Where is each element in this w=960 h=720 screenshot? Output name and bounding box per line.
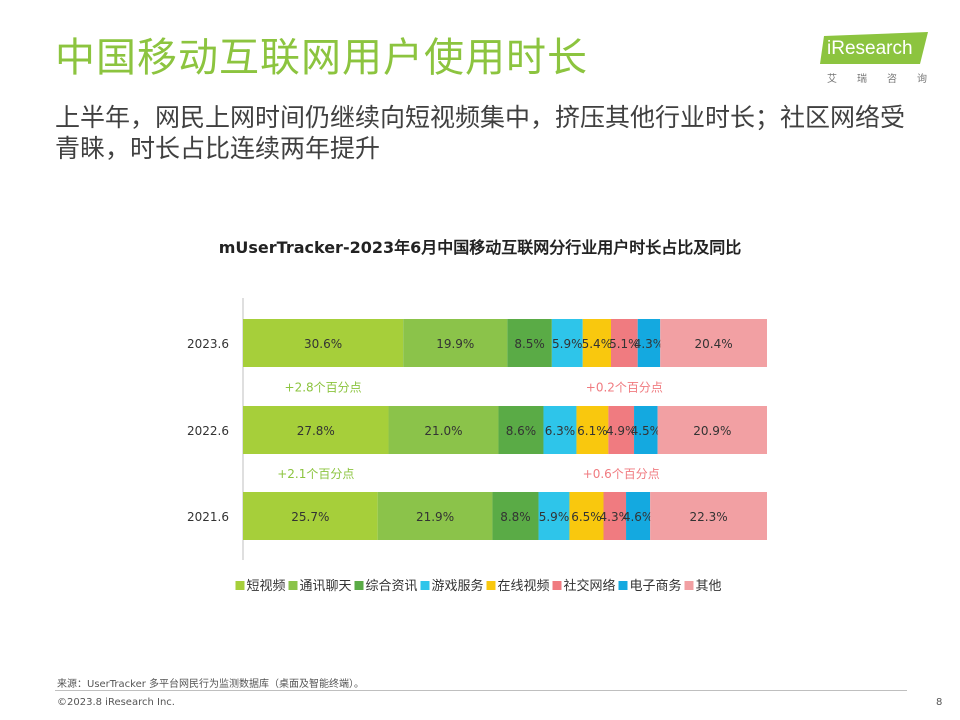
bar-segment [608, 406, 635, 454]
legend-label: 通讯聊天 [300, 579, 352, 594]
category-label: 2022.6 [187, 424, 229, 438]
data-label: 5.9% [539, 510, 570, 524]
bar-segment [403, 319, 508, 367]
data-label: 21.0% [424, 424, 462, 438]
source-note: 来源：UserTracker 多平台网民行为监测数据库（桌面及智能终端）。 [57, 679, 365, 690]
bar-segment [388, 406, 499, 454]
bar-segment [492, 492, 539, 540]
logo-flag-shape [820, 32, 928, 64]
footer-divider [55, 690, 907, 691]
change-annotation: +2.1个百分点 [277, 467, 354, 481]
bar-segment [498, 406, 544, 454]
legend-swatch [354, 581, 364, 590]
data-label: 5.9% [552, 337, 583, 351]
copyright: ©2023.8 iResearch Inc. [57, 697, 175, 708]
legend-swatch [552, 581, 562, 590]
legend-label: 电子商务 [630, 578, 682, 594]
data-label: 8.6% [506, 424, 537, 438]
legend-label: 其他 [696, 579, 722, 594]
bar-segment [551, 319, 583, 367]
bar-segment [243, 319, 404, 367]
legend-swatch [486, 581, 496, 590]
logo-sub-char: 瑞 [857, 74, 867, 85]
page-number: 8 [936, 697, 943, 708]
legend-swatch [235, 581, 245, 590]
bar-segment [660, 319, 767, 367]
legend-swatch [684, 581, 694, 590]
logo-sub-char: 艾 [827, 74, 837, 85]
data-label: 22.3% [690, 510, 728, 524]
bar-segment [507, 319, 552, 367]
data-label: 4.3% [600, 510, 631, 524]
data-label: 6.1% [577, 424, 608, 438]
logo-subtitle: 艾 瑞 咨 询 [827, 70, 927, 85]
data-label: 19.9% [436, 337, 474, 351]
category-label: 2021.6 [187, 510, 229, 524]
change-annotation: +2.8个百分点 [285, 381, 362, 395]
bar-segment [243, 492, 378, 540]
page-subtitle: 上半年，网民上网时间仍继续向短视频集中，挤压其他行业时长；社区网络受青睐，时长占… [55, 103, 906, 163]
bar-segment [634, 406, 658, 454]
data-label: 30.6% [304, 337, 342, 351]
bar-segment [637, 319, 661, 367]
data-label: 8.5% [514, 337, 545, 351]
legend-label: 在线视频 [498, 579, 550, 594]
legend-label: 综合资讯 [366, 579, 418, 594]
bar-segment [243, 406, 389, 454]
data-label: 4.6% [623, 510, 654, 524]
data-label: 25.7% [291, 510, 329, 524]
bar-segment [377, 492, 493, 540]
bar-segment [657, 406, 767, 454]
logo-sub-char: 询 [917, 74, 927, 85]
bar-segment [611, 319, 638, 367]
category-label: 2023.6 [187, 337, 229, 351]
data-label: 4.5% [631, 424, 662, 438]
legend-label: 社交网络 [564, 578, 616, 594]
bar-segment [626, 492, 651, 540]
change-annotation: +0.6个百分点 [583, 467, 660, 481]
data-label: 5.1% [609, 337, 640, 351]
legend-label: 游戏服务 [432, 578, 484, 594]
data-label: 5.4% [582, 337, 613, 351]
data-label: 4.3% [634, 337, 665, 351]
logo-sub-char: 咨 [887, 74, 897, 85]
legend-swatch [618, 581, 628, 590]
legend-swatch [288, 581, 298, 590]
legend-swatch [420, 581, 430, 590]
bar-segment [569, 492, 604, 540]
data-label: 6.5% [571, 510, 602, 524]
bar-segment [576, 406, 609, 454]
bar-segment [582, 319, 612, 367]
bar-segment [543, 406, 577, 454]
data-label: 27.8% [297, 424, 335, 438]
change-annotation: +0.2个百分点 [586, 381, 663, 395]
data-label: 6.3% [545, 424, 576, 438]
bar-segment [538, 492, 570, 540]
data-label: 20.4% [695, 337, 733, 351]
data-label: 4.9% [606, 424, 637, 438]
data-label: 8.8% [500, 510, 531, 524]
legend-label: 短视频 [247, 579, 286, 594]
data-label: 21.9% [416, 510, 454, 524]
page-title: 中国移动互联网用户使用时长 [55, 35, 588, 81]
bar-segment [650, 492, 767, 540]
bar-segment [603, 492, 627, 540]
data-label: 20.9% [693, 424, 731, 438]
chart-title: mUserTracker-2023年6月中国移动互联网分行业用户时长占比及同比 [218, 238, 742, 257]
iresearch-logo: iResearch 艾 瑞 咨 询 [820, 30, 932, 86]
logo-word: iResearch [827, 38, 913, 59]
